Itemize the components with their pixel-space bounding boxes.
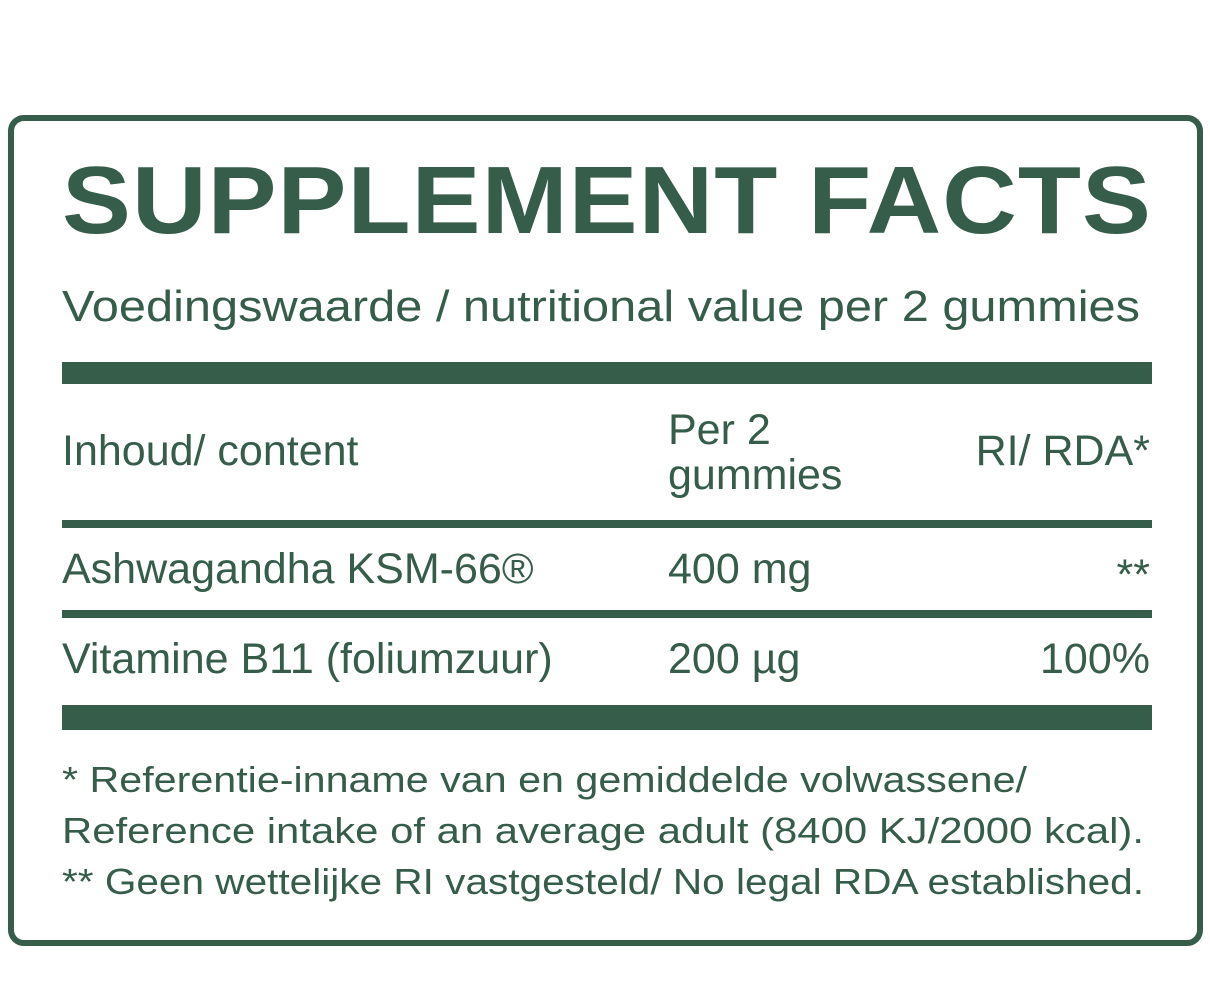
row-2-ri: 100% xyxy=(1040,635,1150,683)
divider-2 xyxy=(62,610,1152,618)
thick-divider-bottom xyxy=(62,705,1152,730)
footnote-3: ** Geen wettelijke RI vastgesteld/ No le… xyxy=(62,862,1144,902)
page-title: SUPPLEMENT FACTS xyxy=(62,153,1151,249)
footnote-1-text: * Referentie-inname van en gemiddelde vo… xyxy=(62,759,1027,800)
footnote-3-text: ** Geen wettelijke RI vastgesteld/ No le… xyxy=(62,861,1144,902)
header-content: Inhoud/ content xyxy=(62,427,359,475)
row-2-name: Vitamine B11 (foliumzuur) xyxy=(62,635,553,683)
subtitle: Voedingswaarde / nutritional value per 2… xyxy=(62,282,1140,332)
footnote-2: Reference intake of an average adult (84… xyxy=(62,811,1144,851)
row-1-ri: ** xyxy=(1116,551,1150,599)
row-1-amount: 400 mg xyxy=(668,545,812,593)
footnote-1: * Referentie-inname van en gemiddelde vo… xyxy=(62,760,1027,800)
header-per-2: Per 2 xyxy=(668,406,771,454)
thick-divider-top xyxy=(62,362,1152,384)
row-1-name: Ashwagandha KSM-66® xyxy=(62,545,534,593)
header-gummies: gummies xyxy=(668,451,843,499)
header-ri: RI/ RDA* xyxy=(975,427,1150,475)
label-border xyxy=(8,115,1203,946)
row-2-amount: 200 µg xyxy=(668,635,801,683)
subtitle-text: Voedingswaarde / nutritional value per 2… xyxy=(62,282,1140,331)
footnote-2-text: Reference intake of an average adult (84… xyxy=(62,810,1144,851)
divider-1 xyxy=(62,520,1152,528)
title-text: SUPPLEMENT FACTS xyxy=(62,147,1152,254)
